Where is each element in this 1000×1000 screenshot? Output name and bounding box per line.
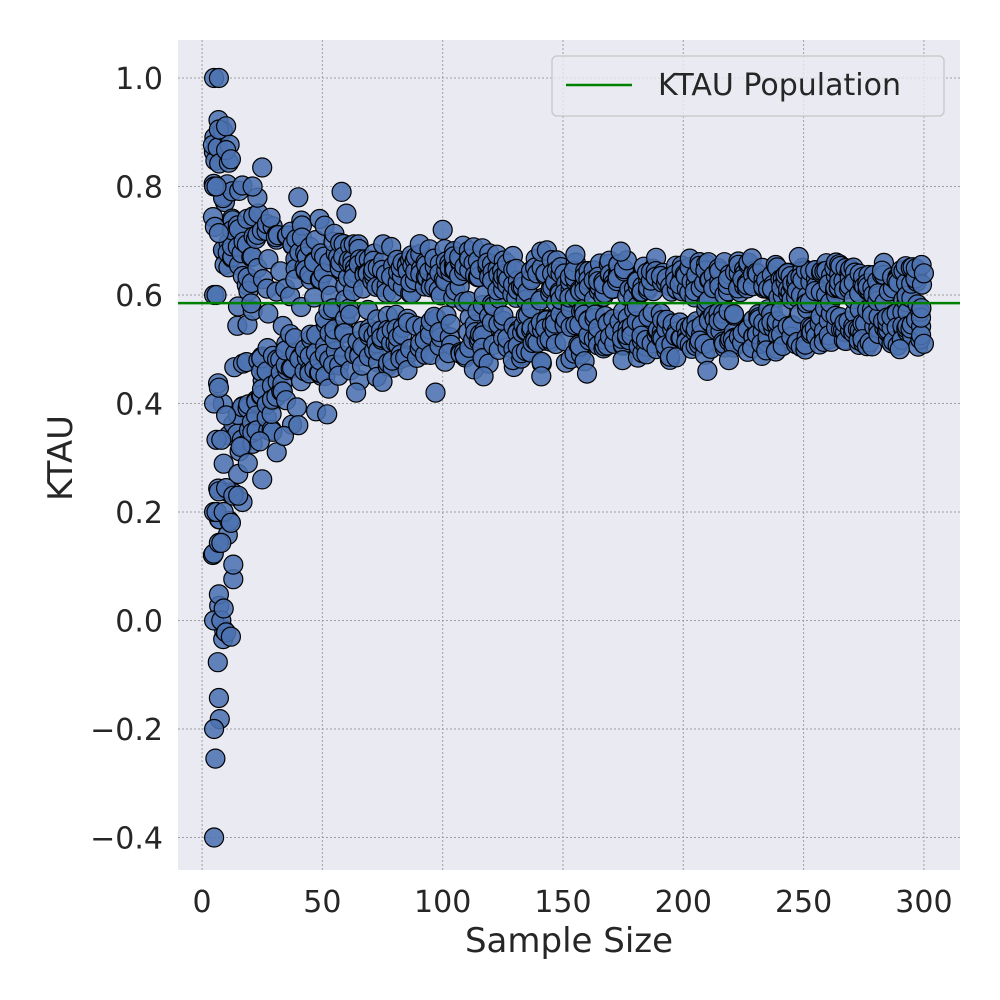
data-point: [576, 363, 598, 384]
y-tick-label: 0.0: [115, 604, 163, 639]
x-tick-label: 300: [895, 885, 952, 920]
legend: KTAU Population: [551, 55, 945, 117]
data-point: [205, 748, 226, 769]
y-tick-label: −0.4: [90, 821, 163, 856]
data-point: [211, 532, 232, 554]
y-tick-label: −0.2: [90, 713, 163, 748]
data-point: [723, 304, 745, 325]
data-point: [340, 304, 361, 325]
data-point: [213, 453, 234, 474]
data-point: [346, 382, 367, 403]
data-point: [788, 246, 809, 268]
data-point: [206, 284, 227, 306]
data-point: [208, 67, 229, 89]
data-point: [331, 181, 352, 202]
data-point: [425, 382, 446, 403]
data-point: [216, 116, 237, 137]
data-point: [473, 366, 494, 387]
data-point: [610, 241, 631, 262]
y-tick-label: 0.4: [115, 387, 163, 422]
y-tick-label: 1.0: [115, 62, 163, 97]
data-point: [288, 187, 309, 208]
data-point: [565, 244, 586, 265]
data-point: [223, 554, 244, 575]
data-point: [913, 333, 935, 354]
data-point: [220, 512, 241, 533]
data-point: [718, 350, 740, 371]
data-point: [697, 360, 718, 381]
x-tick-label: 0: [193, 885, 212, 920]
data-point: [208, 687, 229, 709]
plot-area: [178, 40, 960, 870]
data-point: [228, 485, 249, 506]
data-point: [211, 429, 232, 450]
x-tick-label: 200: [655, 885, 712, 920]
data-point: [889, 339, 910, 360]
data-point: [220, 626, 241, 647]
data-point: [286, 397, 307, 418]
data-point: [249, 431, 270, 452]
data-point: [288, 415, 309, 436]
data-point: [237, 453, 258, 474]
data-point: [372, 371, 393, 392]
x-tick-label: 150: [534, 885, 591, 920]
data-point: [242, 176, 263, 197]
x-axis-label: Sample Size: [465, 921, 673, 961]
y-tick-label: 0.6: [115, 279, 163, 314]
y-axis-label: KTAU: [41, 415, 81, 501]
data-points: [202, 67, 935, 848]
data-point: [204, 718, 225, 740]
data-point: [208, 223, 229, 244]
data-point: [252, 157, 273, 178]
y-tick-label: 0.8: [115, 170, 163, 205]
data-point: [258, 249, 279, 270]
data-point: [213, 598, 234, 619]
data-point: [531, 366, 552, 387]
data-point: [913, 263, 935, 284]
data-point: [440, 314, 461, 335]
data-point: [666, 347, 687, 368]
legend-box: [551, 55, 945, 117]
data-point: [336, 203, 357, 224]
data-point: [911, 298, 932, 319]
x-tick-labels: 0 50 100 150 200 250 300: [193, 885, 953, 920]
x-tick-label: 50: [303, 885, 341, 920]
x-tick-label: 250: [775, 885, 832, 920]
legend-label: KTAU Population: [658, 68, 901, 103]
data-point: [207, 652, 228, 673]
data-point: [273, 425, 294, 447]
data-point: [208, 377, 229, 398]
data-point: [252, 469, 273, 490]
data-point: [216, 405, 237, 426]
data-point: [317, 404, 338, 425]
x-tick-label: 100: [414, 885, 471, 920]
data-point: [260, 207, 281, 228]
y-tick-label: 0.2: [115, 496, 163, 531]
data-point: [206, 176, 227, 197]
data-point: [432, 219, 453, 240]
data-point: [204, 827, 225, 848]
data-point: [220, 149, 241, 170]
y-tick-labels: −0.4 −0.2 0.0 0.2 0.4 0.6 0.8 1.0: [90, 62, 163, 856]
